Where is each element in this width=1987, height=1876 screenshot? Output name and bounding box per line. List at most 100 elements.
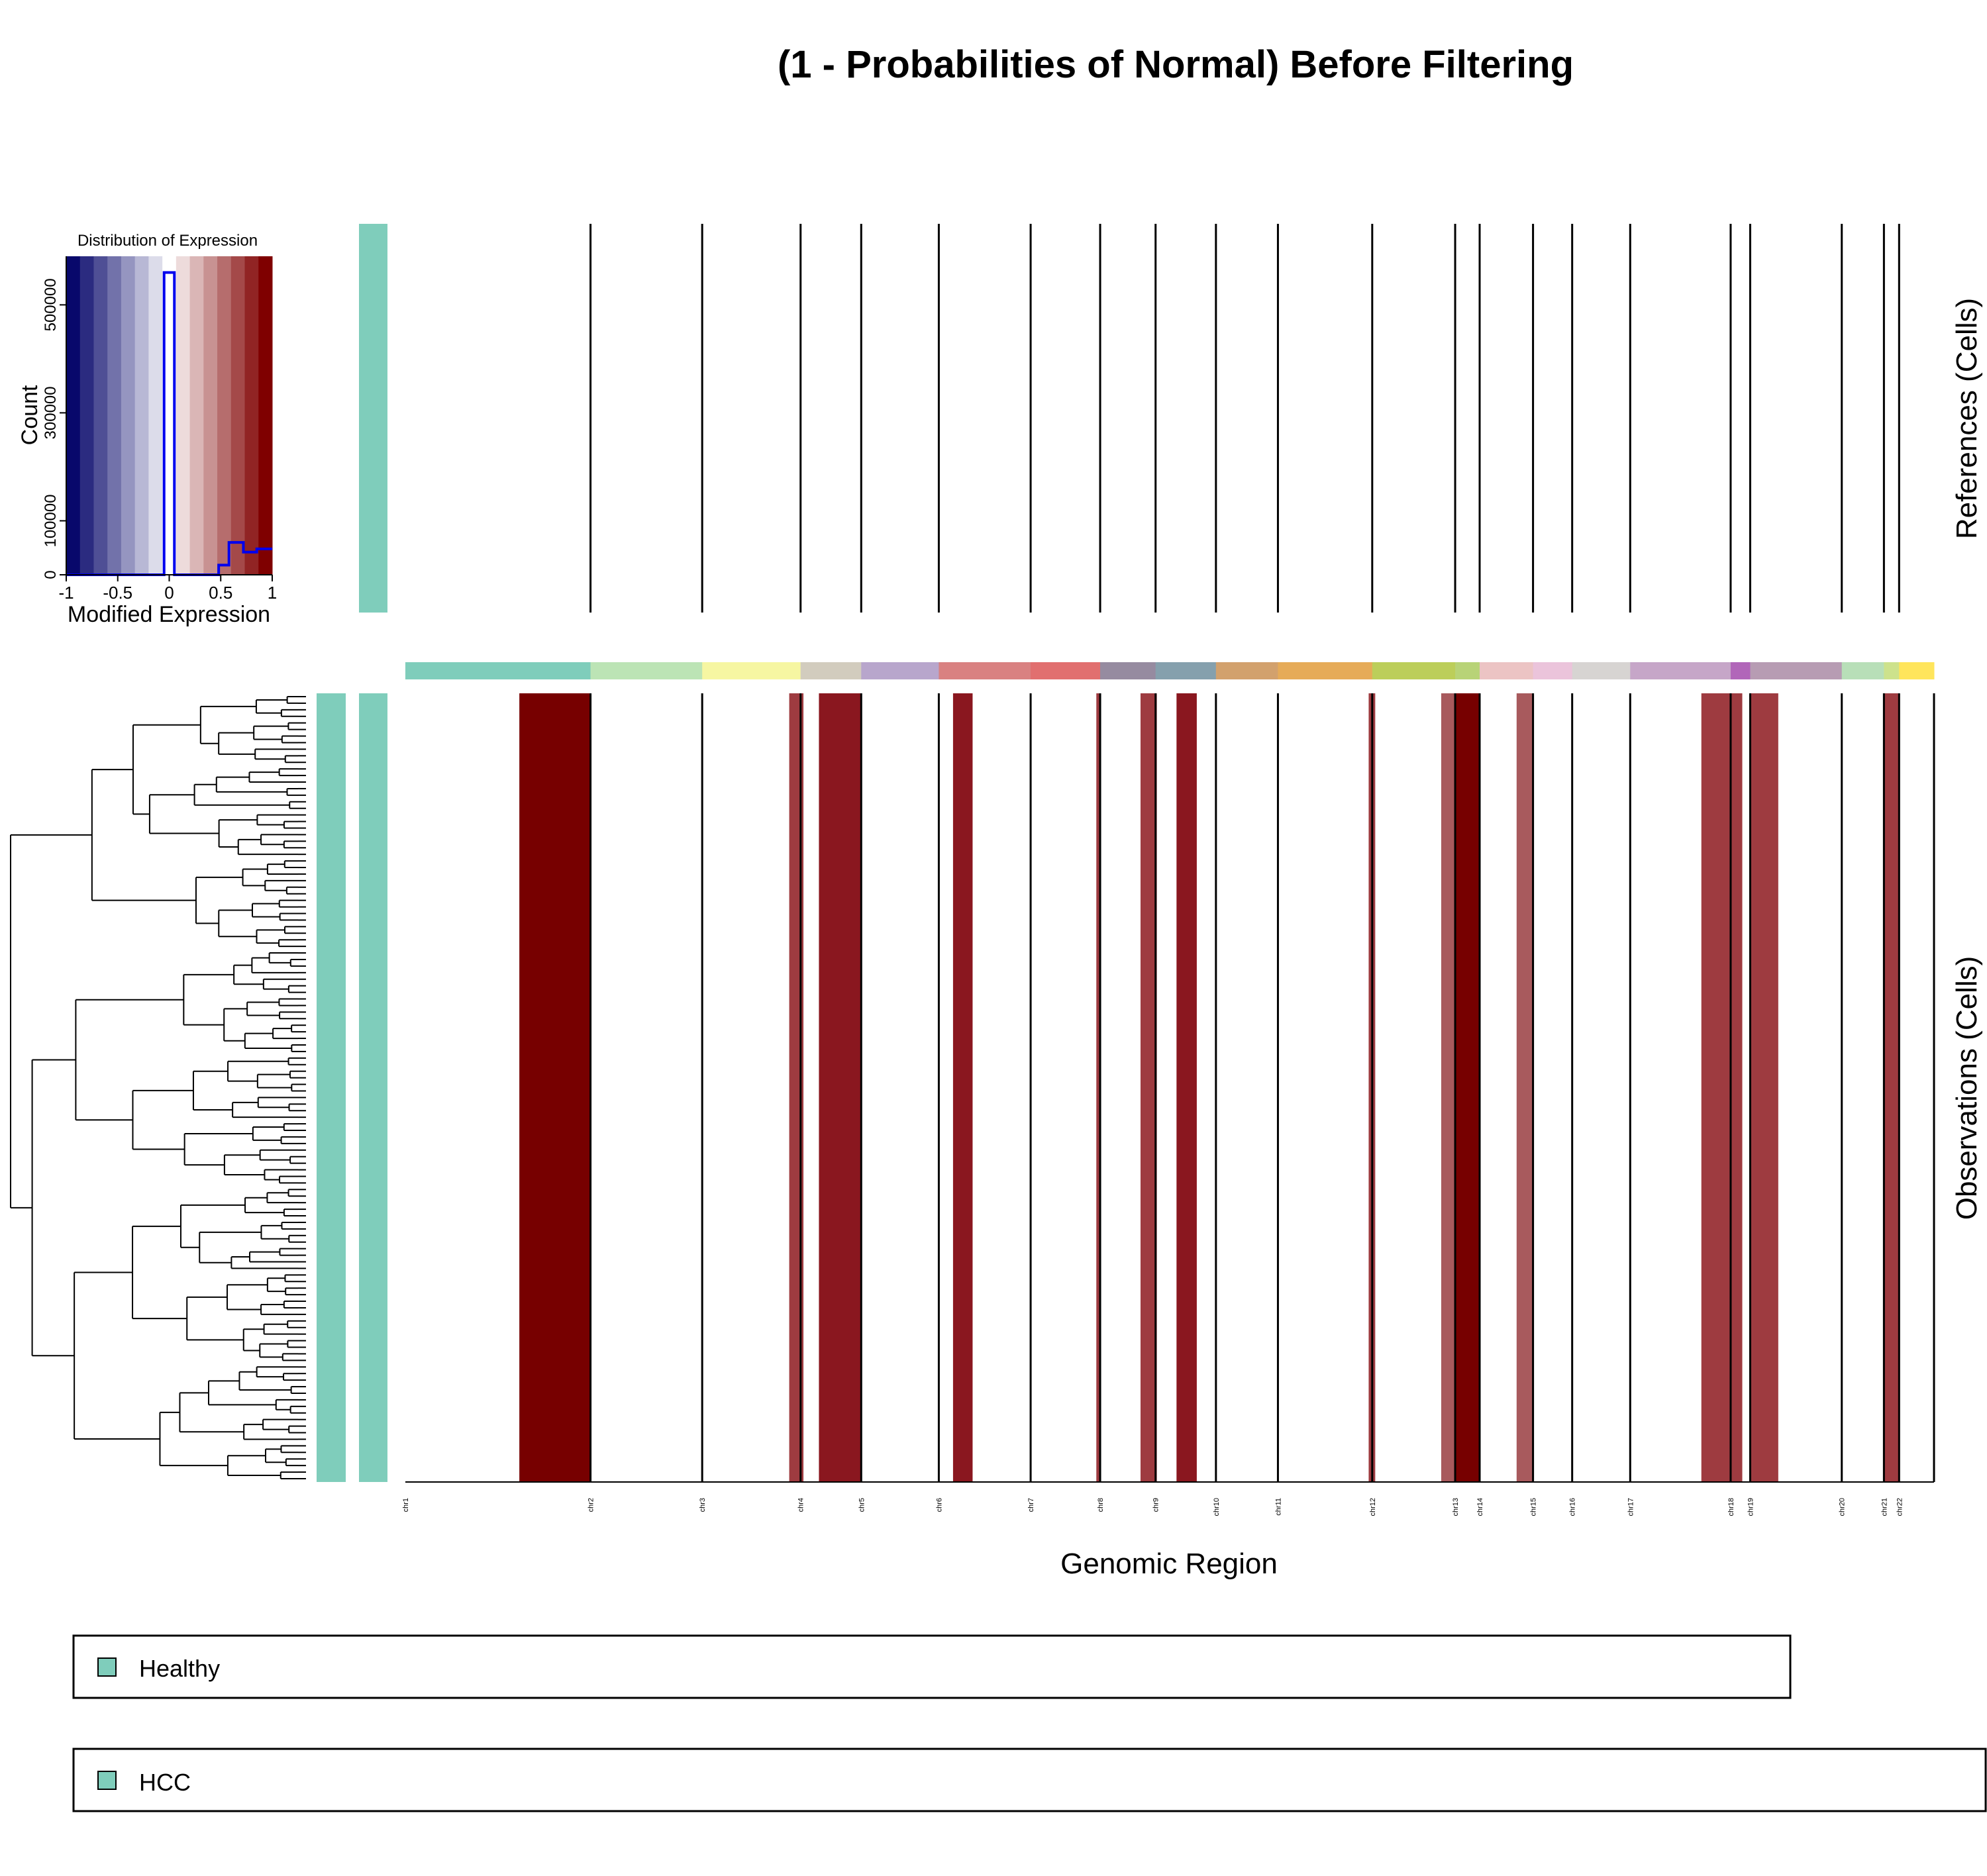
color-key-gradient	[66, 256, 273, 575]
observations-axis-label: Observations (Cells)	[1951, 956, 1983, 1220]
observation-heatmap	[519, 693, 1900, 1482]
chrom-bar-chr5	[861, 662, 939, 679]
chrom-label-chr3: chr3	[699, 1498, 707, 1512]
chart-title: (1 - Probabilities of Normal) Before Fil…	[778, 43, 1574, 86]
observation-block-5	[1096, 693, 1101, 1482]
legend-swatch-hcc	[97, 1771, 117, 1790]
chrom-bar-chr7	[1031, 662, 1101, 679]
color-key-histogram	[66, 271, 272, 576]
chrom-bar-chr13	[1455, 662, 1480, 679]
chrom-bar-chr10	[1215, 662, 1278, 679]
color-key-strip-1	[66, 256, 81, 575]
chrom-label-chr22: chr22	[1896, 1498, 1904, 1516]
observation-block-1	[519, 693, 591, 1482]
color-key-ytick-label: 100000	[42, 494, 60, 547]
observation-block-12	[1701, 693, 1743, 1482]
color-key-ytick-label: 300000	[42, 386, 60, 439]
chrom-bar-chr15	[1533, 662, 1573, 679]
chrom-label-chr5: chr5	[858, 1498, 866, 1512]
color-key-y-ticks: 0 100000 300000 500000	[42, 278, 66, 579]
legend-label-hcc: HCC	[139, 1769, 191, 1796]
observation-block-6	[1140, 693, 1157, 1482]
color-key-strip-10	[189, 256, 204, 575]
chrom-label-chr21: chr21	[1880, 1498, 1888, 1516]
legend-hcc: HCC	[72, 1748, 1987, 1812]
chrom-bar-chr2	[590, 662, 703, 679]
color-key-xtick-label: 1	[268, 583, 277, 603]
color-key-strip-15	[258, 256, 273, 575]
observation-block-9	[1441, 693, 1456, 1482]
chrom-bar-chr3	[702, 662, 801, 679]
color-key-xtick-label: -0.5	[103, 583, 132, 603]
references-axis-label: References (Cells)	[1951, 298, 1983, 539]
chromosome-labels: chr1 chr2 chr3 chr4 chr5 chr6 chr7 chr8 chr9 chr1…	[402, 1498, 1904, 1516]
chrom-bar-chr19	[1750, 662, 1843, 679]
chrom-bar-chr16	[1572, 662, 1631, 679]
color-key-ytick-label: 500000	[42, 278, 60, 331]
chrom-bar-chr14	[1480, 662, 1534, 679]
chrom-bar-chr21	[1884, 662, 1900, 679]
chrom-label-chr4: chr4	[797, 1498, 805, 1512]
chrom-bar-chr18	[1730, 662, 1751, 679]
legend-box-hcc	[72, 1748, 1987, 1812]
chrom-bar-chr17	[1630, 662, 1731, 679]
legend-healthy: Healthy	[72, 1634, 1792, 1699]
chrom-label-chr18: chr18	[1727, 1498, 1735, 1516]
color-key-strip-3	[93, 256, 108, 575]
chrom-bar-chr6	[939, 662, 1031, 679]
color-key-ytick-label: 0	[42, 570, 60, 579]
color-key-ylabel: Count	[17, 385, 42, 445]
color-key-strip-12	[217, 256, 232, 575]
observation-annotation-bar-1	[317, 693, 346, 1482]
color-key-xlabel: Modified Expression	[68, 602, 270, 627]
observation-annotation-bar-2	[359, 693, 387, 1482]
color-key-xtick-label: 0.5	[209, 583, 232, 603]
chrom-label-chr20: chr20	[1839, 1498, 1847, 1516]
observation-block-11	[1516, 693, 1534, 1482]
observation-block-13	[1750, 693, 1778, 1482]
chrom-label-chr12: chr12	[1369, 1498, 1377, 1516]
chrom-label-chr6: chr6	[935, 1498, 943, 1512]
chrom-bar-chr1	[405, 662, 591, 679]
chrom-label-chr10: chr10	[1213, 1498, 1221, 1516]
chrom-label-chr16: chr16	[1569, 1498, 1577, 1516]
chrom-label-chr15: chr15	[1530, 1498, 1538, 1516]
chrom-label-chr7: chr7	[1027, 1498, 1035, 1512]
chrom-bar-chr20	[1841, 662, 1884, 679]
color-key-title: Distribution of Expression	[77, 232, 258, 250]
color-key-strip-13	[230, 256, 246, 575]
chrom-bar-chr4	[800, 662, 862, 679]
chrom-label-chr13: chr13	[1452, 1498, 1460, 1516]
chrom-bar-chr9	[1155, 662, 1217, 679]
color-key-xtick-label: 0	[164, 583, 174, 603]
color-key-strip-8	[162, 256, 177, 575]
color-key-strip-5	[121, 256, 136, 575]
chrom-bar-chr12	[1372, 662, 1456, 679]
observation-dendrogram	[10, 696, 306, 1479]
x-axis-label: Genomic Region	[1060, 1548, 1278, 1580]
reference-heatmap	[589, 224, 1900, 613]
chrom-label-chr2: chr2	[587, 1498, 595, 1512]
color-key-strip-14	[244, 256, 259, 575]
observation-block-3	[819, 693, 862, 1482]
color-key-strip-6	[134, 256, 149, 575]
color-key: Distribution of Expression -1 -0.5 0 0.5 1 0…	[17, 232, 277, 627]
color-key-strip-9	[176, 256, 191, 575]
chrom-label-chr11: chr11	[1274, 1498, 1282, 1516]
legend-box-healthy	[72, 1634, 1792, 1699]
chrom-label-chr17: chr17	[1627, 1498, 1635, 1516]
chrom-bar-chr22	[1899, 662, 1935, 679]
color-key-xtick-label: -1	[58, 583, 74, 603]
chrom-label-chr14: chr14	[1476, 1498, 1484, 1516]
color-key-x-ticks: -1 -0.5 0 0.5 1	[58, 575, 277, 603]
color-key-strip-2	[79, 256, 94, 575]
chromosome-color-bar	[405, 662, 1935, 679]
chrom-label-chr8: chr8	[1097, 1498, 1105, 1512]
observation-chromosome-boundaries	[589, 693, 1935, 1482]
chrom-label-chr9: chr9	[1152, 1498, 1160, 1512]
legend-label-healthy: Healthy	[139, 1655, 220, 1682]
color-key-strip-4	[107, 256, 122, 575]
color-key-strip-11	[203, 256, 218, 575]
